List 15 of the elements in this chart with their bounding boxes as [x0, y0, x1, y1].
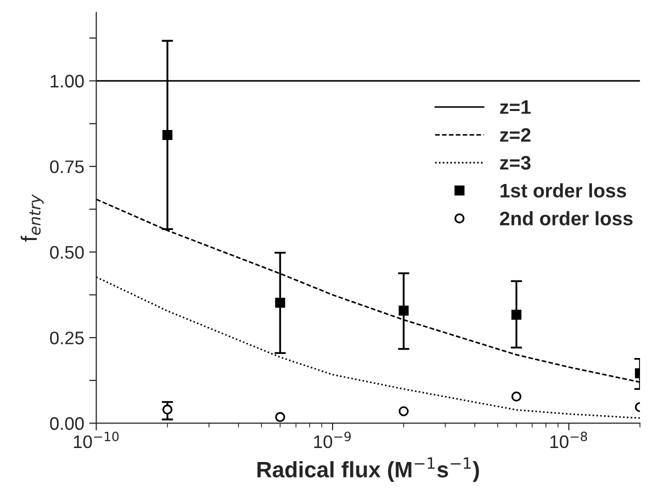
x-tick-label: 10$^{−9}$ [314, 432, 351, 448]
y-tick-label: 0.25 [50, 332, 84, 344]
legend-label: z=3 [500, 156, 531, 170]
legend-label: z=2 [500, 128, 530, 142]
legend-label: z=1 [500, 100, 531, 114]
legend-label: 2nd order loss [500, 211, 633, 226]
x-axis-title: Radical flux (M$^{−1}$s$^{−1}$) [257, 457, 479, 482]
y-axis-title: f$_{entry}$ [20, 194, 44, 242]
legend-label: 1st order loss [500, 183, 626, 198]
y-tick-label: 1.00 [50, 74, 84, 88]
x-tick-label: 10$^{−10}$ [74, 432, 119, 448]
x-tick-label: 10$^{−8}$ [550, 432, 588, 448]
y-tick-label: 0.00 [50, 417, 84, 430]
y-tick-label: 0.50 [50, 246, 84, 259]
y-tick-label: 0.75 [50, 160, 84, 174]
